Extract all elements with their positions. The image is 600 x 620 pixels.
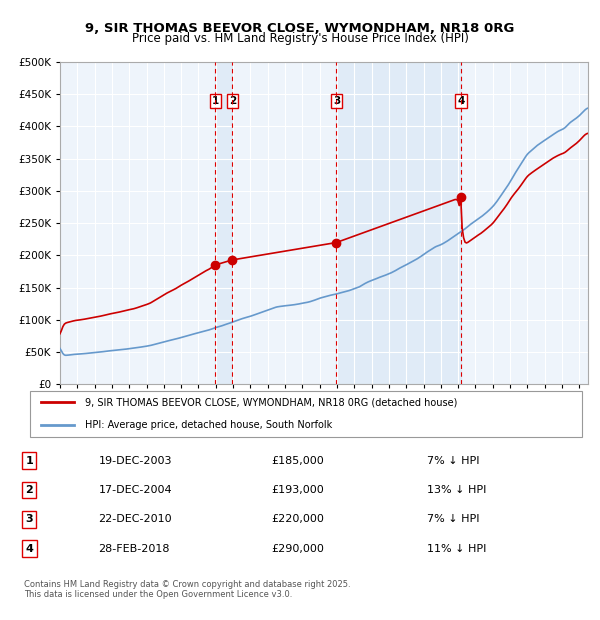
Text: 1: 1 <box>212 95 219 105</box>
Text: Contains HM Land Registry data © Crown copyright and database right 2025.
This d: Contains HM Land Registry data © Crown c… <box>24 580 350 599</box>
Text: £185,000: £185,000 <box>271 456 324 466</box>
Text: 2: 2 <box>25 485 33 495</box>
Text: 3: 3 <box>25 514 33 525</box>
Text: 7% ↓ HPI: 7% ↓ HPI <box>427 514 479 525</box>
Text: 13% ↓ HPI: 13% ↓ HPI <box>427 485 486 495</box>
Text: 4: 4 <box>25 544 33 554</box>
Text: 4: 4 <box>457 95 464 105</box>
Text: 9, SIR THOMAS BEEVOR CLOSE, WYMONDHAM, NR18 0RG (detached house): 9, SIR THOMAS BEEVOR CLOSE, WYMONDHAM, N… <box>85 397 458 407</box>
Text: 2: 2 <box>229 95 236 105</box>
Text: 22-DEC-2010: 22-DEC-2010 <box>98 514 172 525</box>
Text: 19-DEC-2003: 19-DEC-2003 <box>98 456 172 466</box>
Text: 28-FEB-2018: 28-FEB-2018 <box>98 544 170 554</box>
Text: 1: 1 <box>25 456 33 466</box>
Text: 9, SIR THOMAS BEEVOR CLOSE, WYMONDHAM, NR18 0RG: 9, SIR THOMAS BEEVOR CLOSE, WYMONDHAM, N… <box>85 22 515 35</box>
Text: 7% ↓ HPI: 7% ↓ HPI <box>427 456 479 466</box>
Text: £193,000: £193,000 <box>271 485 324 495</box>
Text: 3: 3 <box>333 95 340 105</box>
Text: 17-DEC-2004: 17-DEC-2004 <box>98 485 172 495</box>
Bar <box>337 62 461 384</box>
Text: 11% ↓ HPI: 11% ↓ HPI <box>427 544 486 554</box>
Text: HPI: Average price, detached house, South Norfolk: HPI: Average price, detached house, Sout… <box>85 420 332 430</box>
Text: £220,000: £220,000 <box>271 514 324 525</box>
Bar <box>215 62 232 384</box>
Text: £290,000: £290,000 <box>271 544 324 554</box>
FancyBboxPatch shape <box>30 391 582 437</box>
Text: Price paid vs. HM Land Registry's House Price Index (HPI): Price paid vs. HM Land Registry's House … <box>131 32 469 45</box>
